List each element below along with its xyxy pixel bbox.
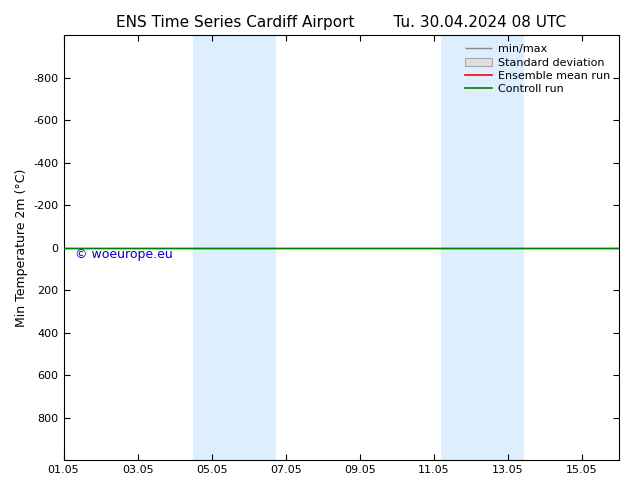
Y-axis label: Min Temperature 2m (°C): Min Temperature 2m (°C) xyxy=(15,169,28,327)
Legend: min/max, Standard deviation, Ensemble mean run, Controll run: min/max, Standard deviation, Ensemble me… xyxy=(461,41,614,98)
Bar xyxy=(441,35,478,460)
Bar xyxy=(478,35,522,460)
Bar xyxy=(193,35,230,460)
Bar xyxy=(230,35,275,460)
Title: ENS Time Series Cardiff Airport        Tu. 30.04.2024 08 UTC: ENS Time Series Cardiff Airport Tu. 30.0… xyxy=(116,15,566,30)
Text: © woeurope.eu: © woeurope.eu xyxy=(75,248,172,261)
